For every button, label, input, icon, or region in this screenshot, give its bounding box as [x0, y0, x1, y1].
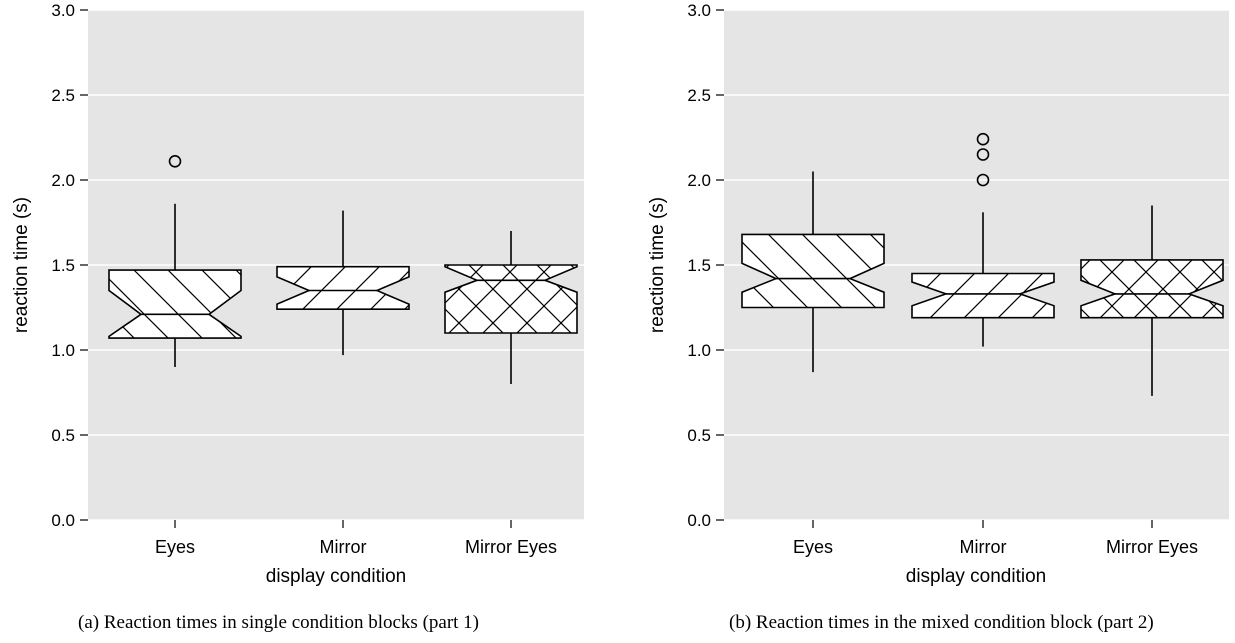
outlier-point	[976, 173, 990, 187]
outlier-point	[976, 132, 990, 146]
y-axis-title: reaction time (s)	[11, 197, 32, 333]
y-tick-label: 3.0	[51, 1, 75, 20]
y-axis: 0.0 0.5 1.0 1.5 2.0 2.5 3.0	[687, 1, 724, 530]
x-tick-label: Mirror	[960, 537, 1007, 557]
x-axis: Eyes Mirror Mirror Eyes	[793, 520, 1198, 557]
y-tick-label: 2.0	[51, 171, 75, 190]
y-tick-label: 1.0	[51, 341, 75, 360]
y-tick-label: 1.5	[687, 256, 711, 275]
y-tick-label: 0.0	[687, 511, 711, 530]
x-tick-label: Mirror Eyes	[1106, 537, 1198, 557]
outlier-point	[168, 155, 182, 168]
x-tick-label: Eyes	[793, 537, 833, 557]
y-tick-label: 3.0	[687, 1, 711, 20]
y-tick-label: 2.0	[687, 171, 711, 190]
y-axis-title: reaction time (s)	[647, 197, 668, 333]
x-tick-label: Mirror	[320, 537, 367, 557]
outlier-point	[976, 148, 990, 161]
box-mirror-eyes	[1080, 205, 1224, 396]
x-axis: Eyes Mirror Mirror Eyes	[155, 520, 557, 557]
chart-a: 0.0 0.5 1.0 1.5 2.0 2.5 3.0 Eyes Mirror Mirror E…	[11, 1, 584, 587]
grid-lines	[88, 9, 584, 521]
boxes	[741, 132, 1224, 396]
box-mirror	[276, 210, 410, 356]
box-body	[108, 269, 242, 339]
y-tick-label: 0.5	[687, 426, 711, 445]
x-tick-label: Eyes	[155, 537, 195, 557]
box-body	[276, 265, 410, 310]
box-mirror	[911, 132, 1055, 347]
y-tick-label: 1.5	[51, 256, 75, 275]
x-axis-title: display condition	[266, 566, 406, 587]
y-tick-label: 0.0	[51, 511, 75, 530]
y-tick-label: 0.5	[51, 426, 75, 445]
y-tick-label: 2.5	[687, 86, 711, 105]
caption-b: (b) Reaction times in the mixed conditio…	[729, 612, 1154, 633]
box-body	[911, 272, 1055, 319]
y-axis: 0.0 0.5 1.0 1.5 2.0 2.5 3.0	[51, 1, 88, 530]
box-body	[444, 264, 578, 334]
box-body	[1080, 259, 1224, 319]
box-eyes	[108, 155, 242, 367]
box-body	[741, 233, 885, 309]
boxes	[108, 155, 578, 384]
x-axis-title: display condition	[906, 566, 1046, 587]
x-tick-label: Mirror Eyes	[465, 537, 557, 557]
chart-b: 0.0 0.5 1.0 1.5 2.0 2.5 3.0 Eyes Mirror Mirror E…	[647, 1, 1229, 587]
y-tick-label: 1.0	[687, 341, 711, 360]
box-mirror-eyes	[444, 231, 578, 384]
y-tick-label: 2.5	[51, 86, 75, 105]
caption-a: (a) Reaction times in single condition b…	[78, 612, 480, 633]
box-eyes	[741, 171, 885, 373]
